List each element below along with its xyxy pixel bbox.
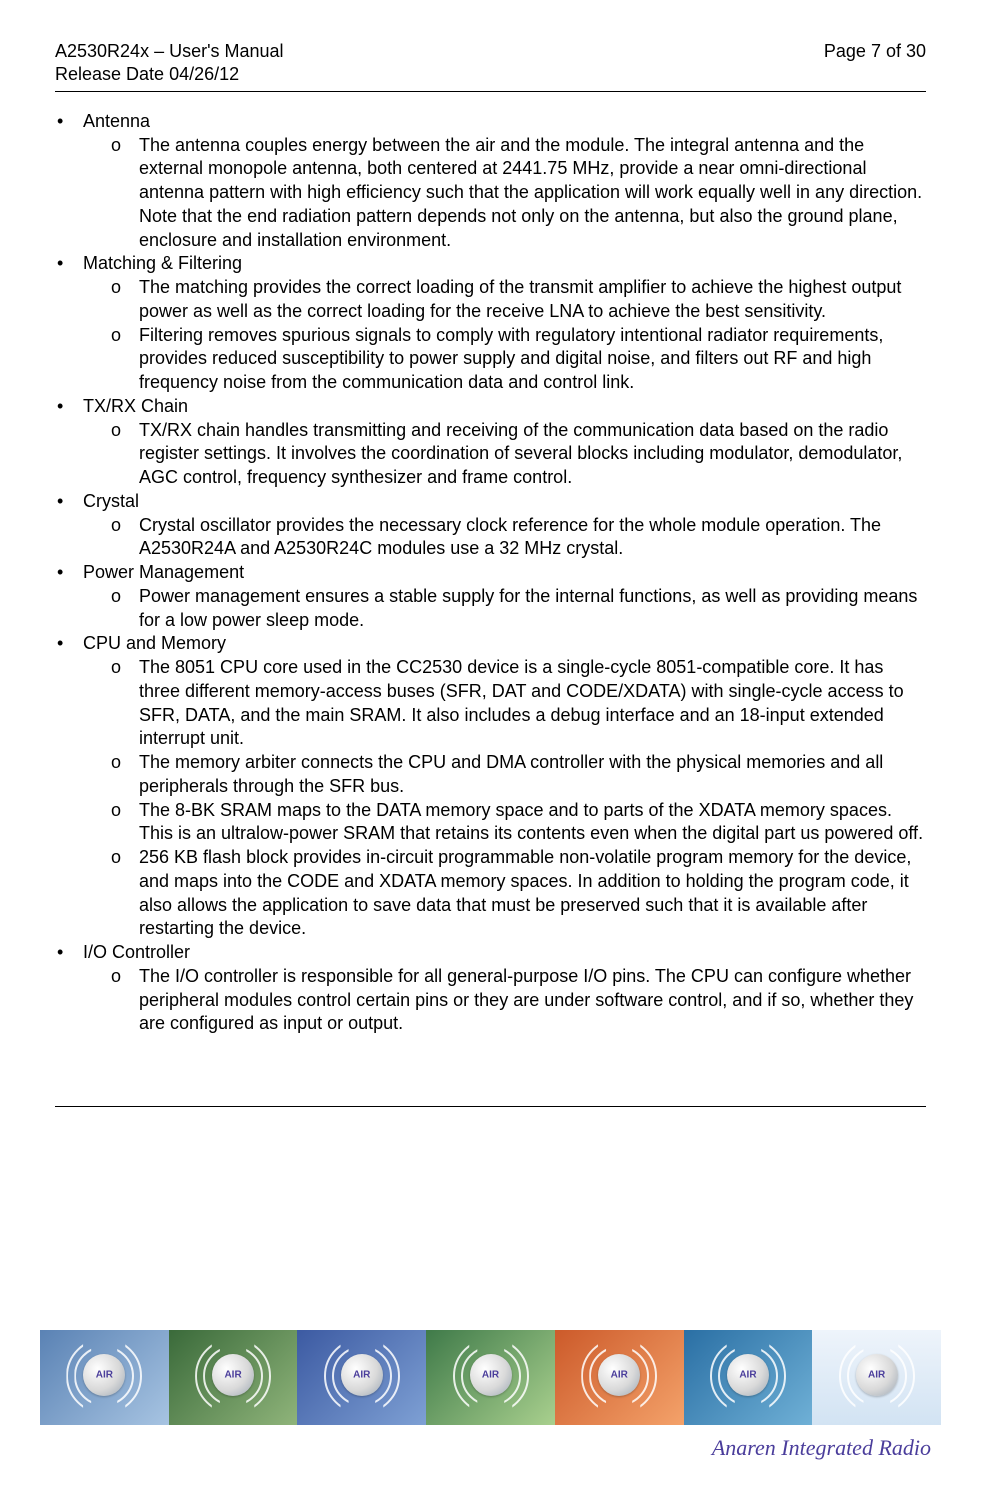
section-title: TX/RX Chain	[83, 396, 188, 416]
air-ball-icon: AIR	[212, 1354, 254, 1396]
footer: AIR AIR AIR AIR AIR AIR	[0, 1320, 981, 1480]
header-rule	[55, 91, 926, 92]
footer-tile: AIR	[555, 1330, 684, 1425]
air-ball-icon: AIR	[856, 1354, 898, 1396]
list-item: The 8051 CPU core used in the CC2530 dev…	[139, 657, 904, 748]
air-ball-icon: AIR	[341, 1354, 383, 1396]
section-title: I/O Controller	[83, 942, 190, 962]
list-item: The memory arbiter connects the CPU and …	[139, 752, 883, 796]
release-date: Release Date 04/26/12	[55, 63, 284, 86]
air-ball-icon: AIR	[470, 1354, 512, 1396]
footer-tile: AIR	[684, 1330, 813, 1425]
list-item: Power management ensures a stable supply…	[139, 586, 917, 630]
footer-tile: AIR	[812, 1330, 941, 1425]
brand-text: Anaren Integrated Radio	[40, 1435, 941, 1461]
list-item: Crystal oscillator provides the necessar…	[139, 515, 881, 559]
air-ball-icon: AIR	[598, 1354, 640, 1396]
air-ball-icon: AIR	[83, 1354, 125, 1396]
footer-tile: AIR	[169, 1330, 298, 1425]
content-list: Antenna The antenna couples energy betwe…	[55, 110, 926, 1036]
section-title: Antenna	[83, 111, 150, 131]
list-item: The 8-BK SRAM maps to the DATA memory sp…	[139, 800, 923, 844]
page-body: A2530R24x – User's Manual Release Date 0…	[0, 0, 981, 1320]
header-left: A2530R24x – User's Manual Release Date 0…	[55, 40, 284, 87]
page-number: Page 7 of 30	[824, 40, 926, 87]
list-item: Filtering removes spurious signals to co…	[139, 325, 883, 393]
footer-tile: AIR	[426, 1330, 555, 1425]
air-ball-icon: AIR	[727, 1354, 769, 1396]
footer-tile: AIR	[297, 1330, 426, 1425]
list-item: 256 KB flash block provides in-circuit p…	[139, 847, 911, 938]
section-title: Power Management	[83, 562, 244, 582]
section-title: Matching & Filtering	[83, 253, 242, 273]
list-item: The matching provides the correct loadin…	[139, 277, 901, 321]
section-title: CPU and Memory	[83, 633, 226, 653]
footer-image-strip: AIR AIR AIR AIR AIR AIR	[40, 1330, 941, 1425]
header: A2530R24x – User's Manual Release Date 0…	[55, 40, 926, 87]
list-item: TX/RX chain handles transmitting and rec…	[139, 420, 902, 488]
section-title: Crystal	[83, 491, 139, 511]
list-item: The I/O controller is responsible for al…	[139, 966, 913, 1034]
list-item: The antenna couples energy between the a…	[139, 135, 922, 250]
footer-rule	[55, 1106, 926, 1107]
footer-tile: AIR	[40, 1330, 169, 1425]
doc-title: A2530R24x – User's Manual	[55, 40, 284, 63]
